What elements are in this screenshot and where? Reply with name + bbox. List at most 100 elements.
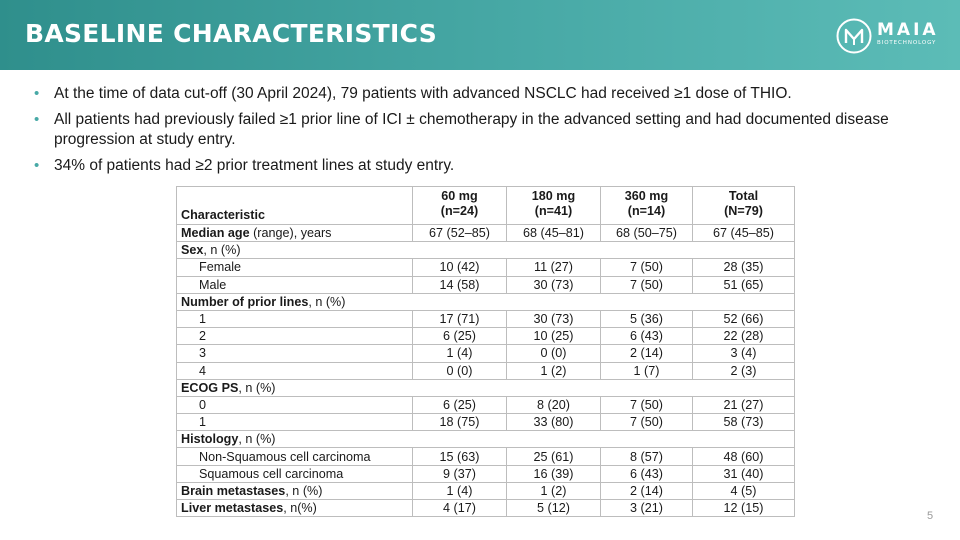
cell: 68 (45–81) (506, 223, 601, 243)
table-header-row: Characteristic 60 mg (n=24) 180 mg (n=41) … (176, 186, 795, 225)
header-bar: BASELINE CHARACTERISTICS MAIA BIOTECHNOL… (0, 0, 960, 70)
bullet-list: • At the time of data cut-off (30 April 2… (34, 84, 939, 182)
bullet-text: At the time of data cut-off (30 April 20… (54, 85, 792, 102)
cell: 68 (50–75) (600, 223, 693, 243)
cell: 2 (14) (600, 344, 693, 363)
row-label: 1 (176, 309, 413, 329)
cell: 67 (45–85) (692, 223, 795, 243)
logo-subtitle: BIOTECHNOLOGY (877, 40, 937, 46)
cell: 6 (43) (600, 464, 693, 483)
cell: 9 (37) (412, 464, 507, 483)
header-total: Total (N=79) (692, 186, 795, 225)
cell: 8 (20) (506, 395, 601, 415)
cell: 7 (50) (600, 395, 693, 415)
cell: 5 (12) (506, 498, 601, 518)
cell: 8 (57) (600, 447, 693, 466)
table-row: Non-Squamous cell carcinoma 15 (63) 25 (… (176, 447, 795, 466)
maia-logo-icon (836, 18, 872, 54)
table-row: Median age (range), years 67 (52–85) 68 … (176, 223, 795, 243)
section-row: ECOG PS, n (%) (176, 378, 795, 397)
bullet-dot-icon: • (34, 157, 40, 174)
section-row: Sex, n (%) (176, 241, 795, 260)
cell: 1 (2) (506, 481, 601, 501)
bullet-item: • At the time of data cut-off (30 April 2… (34, 84, 939, 104)
cell: 15 (63) (412, 447, 507, 466)
baseline-table: Characteristic 60 mg (n=24) 180 mg (n=41) … (176, 186, 795, 518)
cell: 1 (4) (412, 481, 507, 501)
table-row: 4 0 (0) 1 (2) 1 (7) 2 (3) (176, 361, 795, 380)
cell: 4 (17) (412, 498, 507, 518)
table-row: Brain metastases, n (%) 1 (4) 1 (2) 2 (1… (176, 481, 795, 501)
cell: 30 (73) (506, 275, 601, 294)
cell: 1 (4) (412, 344, 507, 363)
cell: 2 (14) (600, 481, 693, 501)
table-row: Male 14 (58) 30 (73) 7 (50) 51 (65) (176, 275, 795, 294)
cell: 7 (50) (600, 413, 693, 432)
table-row: 1 17 (71) 30 (73) 5 (36) 52 (66) (176, 309, 795, 329)
cell: 14 (58) (412, 275, 507, 294)
cell: 67 (52–85) (412, 223, 507, 243)
cell: 2 (3) (692, 361, 795, 380)
bullet-text: All patients had previously failed ≥1 pr… (54, 111, 889, 148)
cell: 52 (66) (692, 309, 795, 329)
section-row: Histology, n (%) (176, 430, 795, 449)
bullet-text: 34% of patients had ≥2 prior treatment l… (54, 157, 455, 174)
row-label: Female (176, 258, 413, 277)
cell: 6 (43) (600, 327, 693, 346)
cell: 11 (27) (506, 258, 601, 277)
cell: 10 (42) (412, 258, 507, 277)
cell: 30 (73) (506, 309, 601, 329)
cell: 5 (36) (600, 309, 693, 329)
cell: 48 (60) (692, 447, 795, 466)
logo-name: MAIA (877, 20, 939, 40)
cell: 28 (35) (692, 258, 795, 277)
row-label: 0 (176, 395, 413, 415)
row-label: Liver metastases, n(%) (176, 498, 413, 518)
row-label: Squamous cell carcinoma (176, 464, 413, 483)
header-360mg: 360 mg (n=14) (600, 186, 693, 225)
table-row: Squamous cell carcinoma 9 (37) 16 (39) 6… (176, 464, 795, 483)
table-row: 1 18 (75) 33 (80) 7 (50) 58 (73) (176, 413, 795, 432)
table-row: Female 10 (42) 11 (27) 7 (50) 28 (35) (176, 258, 795, 277)
cell: 6 (25) (412, 327, 507, 346)
section-row: Number of prior lines, n (%) (176, 292, 795, 311)
header-characteristic: Characteristic (176, 186, 413, 225)
header-60mg: 60 mg (n=24) (412, 186, 507, 225)
section-label: Sex, n (%) (176, 241, 795, 260)
cell: 6 (25) (412, 395, 507, 415)
table-row: 0 6 (25) 8 (20) 7 (50) 21 (27) (176, 395, 795, 415)
cell: 17 (71) (412, 309, 507, 329)
section-label: Number of prior lines, n (%) (176, 292, 795, 311)
cell: 3 (4) (692, 344, 795, 363)
row-label: 2 (176, 327, 413, 346)
bullet-item: • All patients had previously failed ≥1 p… (34, 110, 939, 150)
page-title: BASELINE CHARACTERISTICS (25, 19, 438, 48)
bullet-item: • 34% of patients had ≥2 prior treatment … (34, 156, 939, 176)
row-label: Median age (range), years (176, 223, 413, 243)
cell: 12 (15) (692, 498, 795, 518)
cell: 10 (25) (506, 327, 601, 346)
row-label: 1 (176, 413, 413, 432)
row-label: 3 (176, 344, 413, 363)
table-row: 3 1 (4) 0 (0) 2 (14) 3 (4) (176, 344, 795, 363)
row-label: Brain metastases, n (%) (176, 481, 413, 501)
cell: 7 (50) (600, 275, 693, 294)
table-row: 2 6 (25) 10 (25) 6 (43) 22 (28) (176, 327, 795, 346)
table-row: Liver metastases, n(%) 4 (17) 5 (12) 3 (… (176, 498, 795, 518)
section-label: Histology, n (%) (176, 430, 795, 449)
cell: 7 (50) (600, 258, 693, 277)
cell: 18 (75) (412, 413, 507, 432)
cell: 25 (61) (506, 447, 601, 466)
row-label: Non-Squamous cell carcinoma (176, 447, 413, 466)
bullet-dot-icon: • (34, 111, 40, 128)
page-number: 5 (927, 510, 934, 522)
section-label: ECOG PS, n (%) (176, 378, 795, 397)
cell: 51 (65) (692, 275, 795, 294)
cell: 3 (21) (600, 498, 693, 518)
cell: 1 (7) (600, 361, 693, 380)
header-180mg: 180 mg (n=41) (506, 186, 601, 225)
cell: 4 (5) (692, 481, 795, 501)
row-label: Male (176, 275, 413, 294)
cell: 31 (40) (692, 464, 795, 483)
cell: 1 (2) (506, 361, 601, 380)
